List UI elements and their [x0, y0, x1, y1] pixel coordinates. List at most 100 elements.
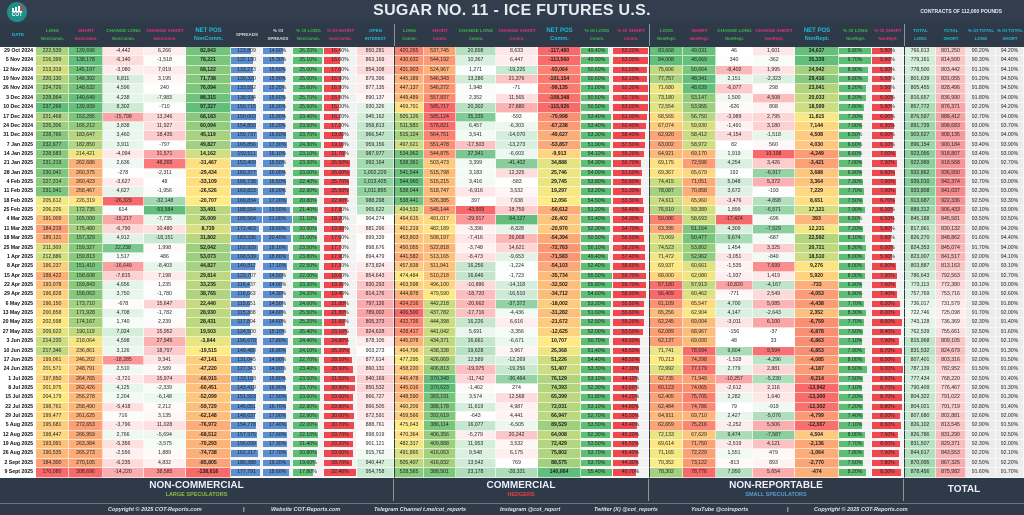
cell-value: -193: [768, 188, 779, 195]
cell-value: 867,325: [941, 459, 960, 466]
cell-nonrept-change-long: 4,309: [716, 224, 753, 235]
cell-pct-oi-total-long: 91.20%: [966, 75, 996, 85]
cell-nonrept-change-short: 7,699: [753, 262, 795, 272]
cell-pct-oi-spreads: 17.70%: [263, 449, 293, 459]
cell-nonrept-net: 18,599: [795, 103, 839, 113]
cell-value: 58.20%: [621, 244, 640, 251]
table-row: 25 Feb 2025 206,226 172,735 614 -53,584 33,49…: [0, 206, 1024, 216]
cell-value: 222,539: [42, 48, 62, 54]
header-pct-oi-total-long: % OI TOTAL LONG: [966, 24, 996, 46]
cell-value: 69,004: [691, 319, 707, 326]
value-bar: [839, 450, 865, 457]
value-bar: [581, 150, 612, 158]
cell-nonrept-pct-oi-long: 8.20%: [839, 468, 872, 478]
cell-date: 20 May 2025: [0, 318, 36, 328]
value-bar: [293, 94, 323, 102]
cell-value: 813,545: [941, 422, 960, 429]
cell-value: 8.20%: [847, 469, 863, 476]
table-row: 29 Jul 2025 199,477 261,625 716 3,135 -62,148…: [0, 412, 1024, 422]
cell-value: -12,625: [550, 328, 568, 335]
cell-value: 6.90%: [847, 281, 863, 288]
cell-value: 62,904: [691, 310, 707, 317]
cell-comm-pct-oi-short: 58.60%: [613, 262, 649, 272]
cell-pct-oi-total-long: 92.90%: [966, 421, 996, 431]
cell-value: -4,085: [809, 356, 824, 363]
cell-comm-pct-oi-long: 54.10%: [581, 149, 613, 160]
value-bar: [263, 85, 284, 92]
cell-value: 53.30%: [621, 197, 640, 204]
cell-value: 9.70%: [847, 57, 863, 64]
cell-nonrept-short: 75,216: [683, 421, 716, 431]
cell-nonrept-change-long: -3,051: [716, 252, 753, 263]
cell-value: 7.20%: [847, 394, 863, 401]
cell-value: 50.70%: [621, 160, 640, 167]
cell-value: 406,500: [399, 310, 419, 317]
table-row: 3 Jun 2025 214,220 218,064 4,598 27,945 -3,84…: [0, 337, 1024, 347]
instagram-link[interactable]: Instagram @cot_report: [500, 506, 561, 513]
header-label: SPREADS: [235, 32, 259, 37]
cell-comm-long: 469,791: [394, 103, 424, 113]
cell-value: 6,100: [767, 319, 780, 326]
cell-value: 71,949: [691, 375, 707, 382]
cell-noncomm-change-long: -6,790: [103, 224, 144, 235]
cell-total-long: 762,539: [904, 327, 936, 338]
cell-comm-short: 441,042: [424, 327, 456, 338]
cell-value: -4,799: [809, 413, 824, 420]
cell-comm-change-short: -36,464: [496, 374, 538, 384]
cell-value: 51.50%: [621, 169, 640, 176]
cell-value: 156,670: [237, 338, 256, 345]
table-row: 22 Jul 2025 198,761 258,490 -5,418 2,212 -59,…: [0, 402, 1024, 413]
cell-value: 511,583: [399, 122, 419, 129]
cell-value: 445,078: [399, 338, 419, 345]
cell-value: 60,094: [200, 122, 216, 129]
cell-value: 93.10%: [1000, 263, 1019, 270]
value-bar: [613, 310, 644, 317]
cell-nonrept-short: 59,389: [683, 206, 716, 216]
cell-comm-short: 437,782: [424, 309, 456, 319]
cell-value: 15,952: [156, 328, 173, 335]
cell-comm-short: 546,272: [424, 84, 456, 94]
cell-value: 53.30%: [587, 132, 606, 139]
cell-value: 23.50%: [299, 122, 317, 129]
telegram-link[interactable]: Telegram Channel t.me/cot_reports: [374, 506, 467, 513]
cell-nonrept-short: 67,629: [683, 430, 716, 441]
cell-noncomm-change-short: 38,585: [144, 468, 186, 478]
cell-pct-oi-total-short: 91.40%: [996, 318, 1024, 328]
cell-value: 57.50%: [621, 141, 640, 148]
cell-value: 7.90%: [847, 207, 863, 214]
cell-value: 76,129: [551, 375, 567, 382]
cell-value: 461,219: [399, 225, 419, 232]
cell-value: 850,281: [365, 48, 385, 54]
header-date: DATE: [0, 24, 36, 46]
cell-value: -17,716: [466, 310, 485, 317]
website-link[interactable]: Website COT-Reports.com: [271, 506, 341, 513]
youtube-link[interactable]: YouTube @cotreports: [691, 506, 749, 513]
cell-value: 7.70%: [847, 300, 863, 307]
cell-value: 66,947: [551, 413, 567, 420]
cell-date: 18 Feb 2025: [0, 196, 36, 207]
cell-value: 58.60%: [621, 263, 640, 270]
cell-nonrept-change-long: -2,519: [716, 440, 753, 450]
cell-value: 32.40%: [331, 469, 349, 476]
cell-nonrept-change-long: 340: [716, 56, 753, 66]
cell-noncomm-pct-oi-short: 30.90%: [324, 383, 357, 394]
table-row: 12 Aug 2025 198,447 266,959 2,766 -5,694 -68,…: [0, 430, 1024, 441]
cell-value: 888,412: [941, 113, 960, 120]
cell-value: 845,581: [941, 216, 960, 223]
cell-value: -70,293: [199, 441, 217, 448]
cell-comm-change-short: 14,621: [496, 243, 538, 253]
value-bar: [872, 459, 899, 467]
table-row: 13 May 2025 200,858 171,928 4,708 -1,782 28,9…: [0, 309, 1024, 319]
cell-nonrept-net: -9,214: [795, 374, 839, 384]
cell-value: 57,180: [658, 281, 674, 288]
cell-value: 7.00%: [880, 281, 895, 288]
cell-noncomm-long: 202,598: [36, 318, 69, 328]
cell-value: -19,515: [199, 347, 217, 354]
cell-value: 14.90%: [268, 356, 287, 363]
cell-noncomm-net: 45,119: [186, 131, 231, 141]
value-bar: [324, 76, 341, 83]
cell-value: -115,926: [548, 104, 570, 111]
twitter-link[interactable]: Twitter (X) @cot_reports: [594, 506, 658, 513]
cell-spreads: 133,592: [231, 84, 263, 94]
cell-value: 63.00%: [621, 104, 640, 111]
